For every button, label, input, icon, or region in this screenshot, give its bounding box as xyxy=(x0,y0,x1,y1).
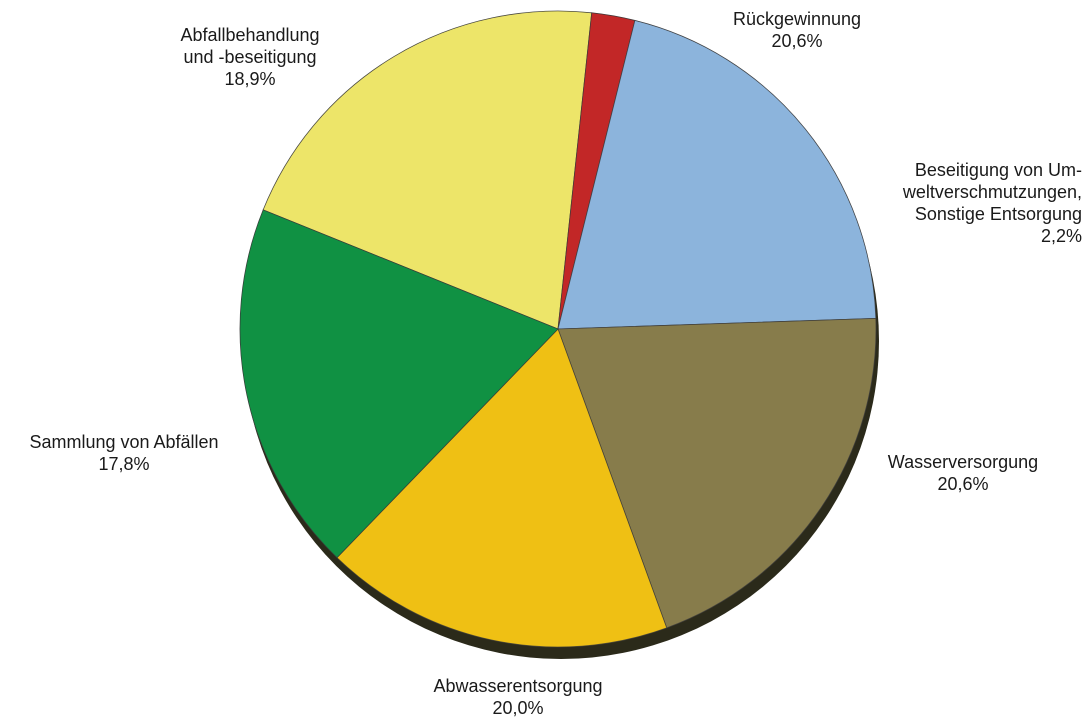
pie-slice-4 xyxy=(336,328,668,648)
slice-name-line: weltverschmutzungen, xyxy=(902,182,1082,202)
slice-value-label: 20,0% xyxy=(492,698,543,718)
slice-label-3: Abwasserentsorgung 20,0% xyxy=(433,676,602,718)
slice-value-label: 2,2% xyxy=(1041,226,1082,246)
slice-label-2: Wasserversorgung 20,6% xyxy=(888,452,1038,494)
slice-name-line: Sonstige Entsorgung xyxy=(915,204,1082,224)
slice-name-line: Wasserversorgung xyxy=(888,452,1038,472)
pie-slice-shade-4 xyxy=(336,329,667,648)
slice-name-line: Beseitigung von Um- xyxy=(915,160,1082,180)
slice-value-label: 20,6% xyxy=(771,31,822,51)
pie-labels: Rückgewinnung 20,6%Beseitigung von Um-wel… xyxy=(29,9,1082,718)
slice-value-label: 20,6% xyxy=(937,474,988,494)
slice-name-line: Rückgewinnung xyxy=(733,9,861,29)
pie-slice-shade-0 xyxy=(263,10,592,330)
pie-slice-3 xyxy=(557,317,877,629)
pie-slice-2 xyxy=(557,19,877,330)
pie-slice-shade-3 xyxy=(558,318,876,628)
slice-name-line: Sammlung von Abfällen xyxy=(29,432,218,452)
pie-slice-0 xyxy=(262,10,593,330)
slice-value-label: 17,8% xyxy=(98,454,149,474)
pie-slice-shade-2 xyxy=(558,20,876,329)
pie-slice-5 xyxy=(239,209,559,559)
pie-slices xyxy=(239,10,877,648)
slice-value-label: 18,9% xyxy=(224,69,275,89)
slice-label-1: Beseitigung von Um-weltverschmutzungen, S… xyxy=(902,160,1082,246)
slice-name-line: und -beseitigung xyxy=(183,47,316,67)
slice-label-4: Sammlung von Abfällen 17,8% xyxy=(29,432,218,474)
slice-name-line: Abfallbehandlung xyxy=(180,25,319,45)
slice-label-5: Abfallbehandlung und -beseitigung 18,9% xyxy=(180,25,319,89)
pie-slice-shade-5 xyxy=(240,209,558,558)
slice-label-0: Rückgewinnung 20,6% xyxy=(733,9,861,51)
slice-name-line: Abwasserentsorgung xyxy=(433,676,602,696)
pie-slice-shade-1 xyxy=(558,12,635,329)
